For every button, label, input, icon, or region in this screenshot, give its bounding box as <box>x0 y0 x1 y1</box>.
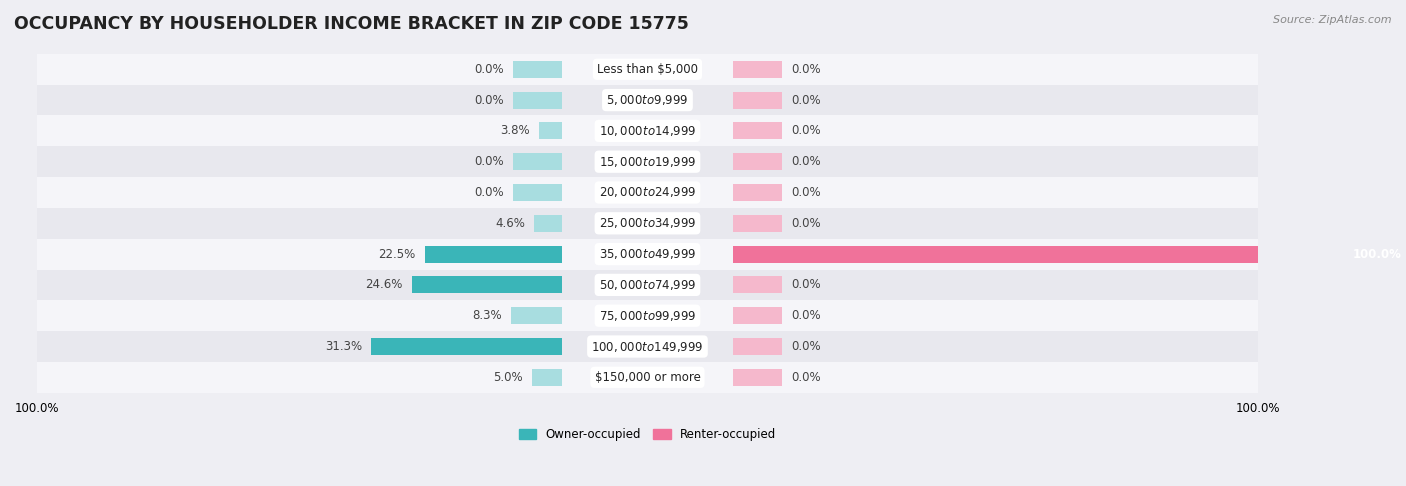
Bar <box>733 184 782 201</box>
Bar <box>513 184 562 201</box>
Bar <box>37 208 1258 239</box>
Text: 4.6%: 4.6% <box>495 217 524 230</box>
Bar <box>733 215 782 232</box>
Bar <box>733 369 782 386</box>
Text: 0.0%: 0.0% <box>790 278 821 292</box>
Bar <box>37 270 1258 300</box>
Bar <box>733 61 782 78</box>
Bar <box>512 307 562 324</box>
Text: Less than $5,000: Less than $5,000 <box>598 63 697 76</box>
Text: 0.0%: 0.0% <box>474 186 505 199</box>
Text: OCCUPANCY BY HOUSEHOLDER INCOME BRACKET IN ZIP CODE 15775: OCCUPANCY BY HOUSEHOLDER INCOME BRACKET … <box>14 15 689 33</box>
Text: 31.3%: 31.3% <box>325 340 361 353</box>
Text: $10,000 to $14,999: $10,000 to $14,999 <box>599 124 696 138</box>
Bar <box>733 245 1343 262</box>
Legend: Owner-occupied, Renter-occupied: Owner-occupied, Renter-occupied <box>519 428 776 441</box>
Bar <box>733 153 782 170</box>
Bar <box>37 85 1258 116</box>
Bar <box>513 61 562 78</box>
Bar <box>412 277 562 294</box>
Text: 22.5%: 22.5% <box>378 247 416 260</box>
Text: Source: ZipAtlas.com: Source: ZipAtlas.com <box>1274 15 1392 25</box>
Bar <box>37 362 1258 393</box>
Text: 0.0%: 0.0% <box>474 63 505 76</box>
Text: $25,000 to $34,999: $25,000 to $34,999 <box>599 216 696 230</box>
Bar <box>37 239 1258 270</box>
Text: $75,000 to $99,999: $75,000 to $99,999 <box>599 309 696 323</box>
Text: 0.0%: 0.0% <box>790 63 821 76</box>
Text: 5.0%: 5.0% <box>492 371 523 384</box>
Bar <box>37 331 1258 362</box>
Text: 3.8%: 3.8% <box>501 124 530 138</box>
Text: 0.0%: 0.0% <box>790 340 821 353</box>
Text: $150,000 or more: $150,000 or more <box>595 371 700 384</box>
Bar <box>425 245 562 262</box>
Text: 0.0%: 0.0% <box>790 371 821 384</box>
Bar <box>513 92 562 108</box>
Text: $5,000 to $9,999: $5,000 to $9,999 <box>606 93 689 107</box>
Bar <box>37 300 1258 331</box>
Bar <box>733 122 782 139</box>
Text: $15,000 to $19,999: $15,000 to $19,999 <box>599 155 696 169</box>
Bar <box>733 92 782 108</box>
Text: 24.6%: 24.6% <box>366 278 402 292</box>
Text: $100,000 to $149,999: $100,000 to $149,999 <box>592 340 703 353</box>
Text: $35,000 to $49,999: $35,000 to $49,999 <box>599 247 696 261</box>
Bar <box>37 177 1258 208</box>
Text: 0.0%: 0.0% <box>790 186 821 199</box>
Bar <box>733 338 782 355</box>
Bar <box>513 153 562 170</box>
Text: 8.3%: 8.3% <box>472 309 502 322</box>
Bar <box>538 122 562 139</box>
Text: 0.0%: 0.0% <box>790 124 821 138</box>
Text: $50,000 to $74,999: $50,000 to $74,999 <box>599 278 696 292</box>
Bar <box>531 369 562 386</box>
Text: 0.0%: 0.0% <box>474 155 505 168</box>
Text: 0.0%: 0.0% <box>790 155 821 168</box>
Text: 0.0%: 0.0% <box>790 94 821 106</box>
Bar <box>37 54 1258 85</box>
Text: 100.0%: 100.0% <box>1353 247 1402 260</box>
Bar <box>733 277 782 294</box>
Bar <box>37 146 1258 177</box>
Bar <box>534 215 562 232</box>
Bar <box>371 338 562 355</box>
Text: 0.0%: 0.0% <box>790 309 821 322</box>
Bar <box>733 307 782 324</box>
Bar <box>37 116 1258 146</box>
Text: 0.0%: 0.0% <box>474 94 505 106</box>
Text: $20,000 to $24,999: $20,000 to $24,999 <box>599 186 696 199</box>
Text: 0.0%: 0.0% <box>790 217 821 230</box>
